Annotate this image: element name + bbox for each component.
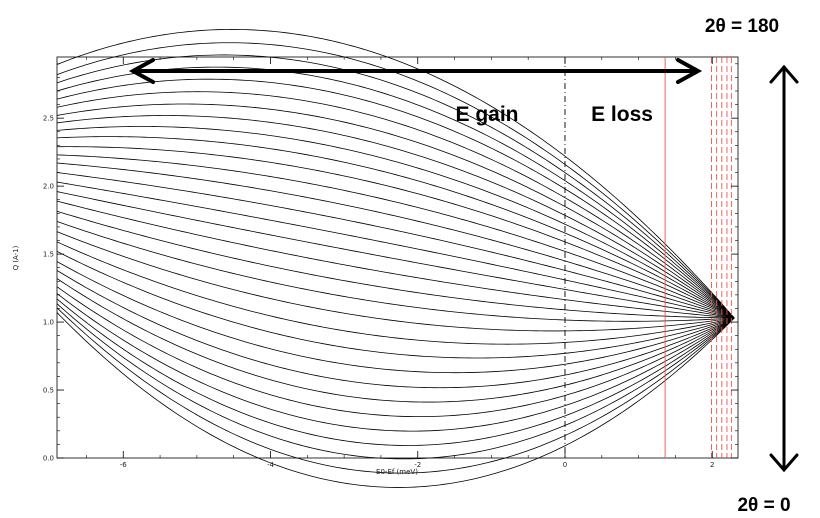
y-tick-label: 1.0 — [43, 319, 54, 327]
curve-line — [56, 251, 735, 359]
y-tick-label: 2.0 — [43, 183, 54, 191]
curve-line — [56, 303, 735, 460]
curve-line — [56, 278, 735, 403]
curve-line — [56, 191, 735, 319]
curve-line — [56, 29, 735, 319]
curve-line — [56, 78, 735, 319]
curve-line — [56, 241, 735, 345]
curve-line — [56, 293, 735, 432]
curve-line — [56, 42, 735, 319]
curve-line — [56, 136, 735, 319]
curve-line — [56, 146, 735, 319]
curve-line — [56, 261, 735, 374]
curve-line — [56, 286, 735, 418]
x-tick-label: 0 — [563, 461, 567, 469]
y-tick-label: 1.5 — [43, 251, 54, 259]
curve-line — [56, 103, 735, 319]
angle-range-arrow — [769, 64, 799, 473]
curve-line — [56, 115, 735, 319]
reference-lines — [564, 57, 732, 458]
x-tick-label: -2 — [414, 461, 421, 469]
y-tick-label: 0.0 — [43, 455, 54, 463]
plot-frame — [56, 56, 739, 459]
x-tick-label: 2 — [710, 461, 714, 469]
curve-line — [56, 307, 735, 474]
x-tick-label: -4 — [267, 461, 275, 469]
y-axis: 0.0 0.5 1.0 1.5 2.0 2.5 — [43, 63, 738, 463]
curve-line — [56, 126, 735, 319]
curve-family — [56, 29, 735, 488]
curve-line — [56, 200, 735, 319]
curve-line — [56, 181, 735, 319]
curve-line — [56, 172, 735, 319]
curve-line — [56, 270, 735, 389]
curve-line — [56, 312, 735, 488]
x-axis: -6 -4 -2 0 2 — [86, 57, 714, 469]
curve-line — [56, 221, 735, 322]
angle-top-label: 2θ = 180 — [705, 16, 779, 37]
y-axis-label: Q (A-1) — [12, 245, 20, 270]
angle-bottom-label: 2θ = 0 — [737, 495, 790, 516]
x-axis-label: E0-Ef (meV) — [376, 468, 418, 476]
energy-range-arrow — [128, 58, 703, 84]
y-tick-label: 0.5 — [43, 387, 54, 395]
energy-gain-label: E gain — [455, 103, 518, 126]
curve-line — [56, 54, 735, 319]
energy-loss-label: E loss — [591, 103, 653, 126]
curve-line — [56, 298, 735, 446]
curve-line — [56, 162, 735, 319]
curve-line — [56, 154, 735, 319]
curve-line — [56, 210, 735, 319]
y-tick-label: 2.5 — [43, 115, 54, 123]
x-tick-label: -6 — [120, 461, 128, 469]
curve-line — [56, 91, 735, 319]
curve-line — [56, 231, 735, 332]
